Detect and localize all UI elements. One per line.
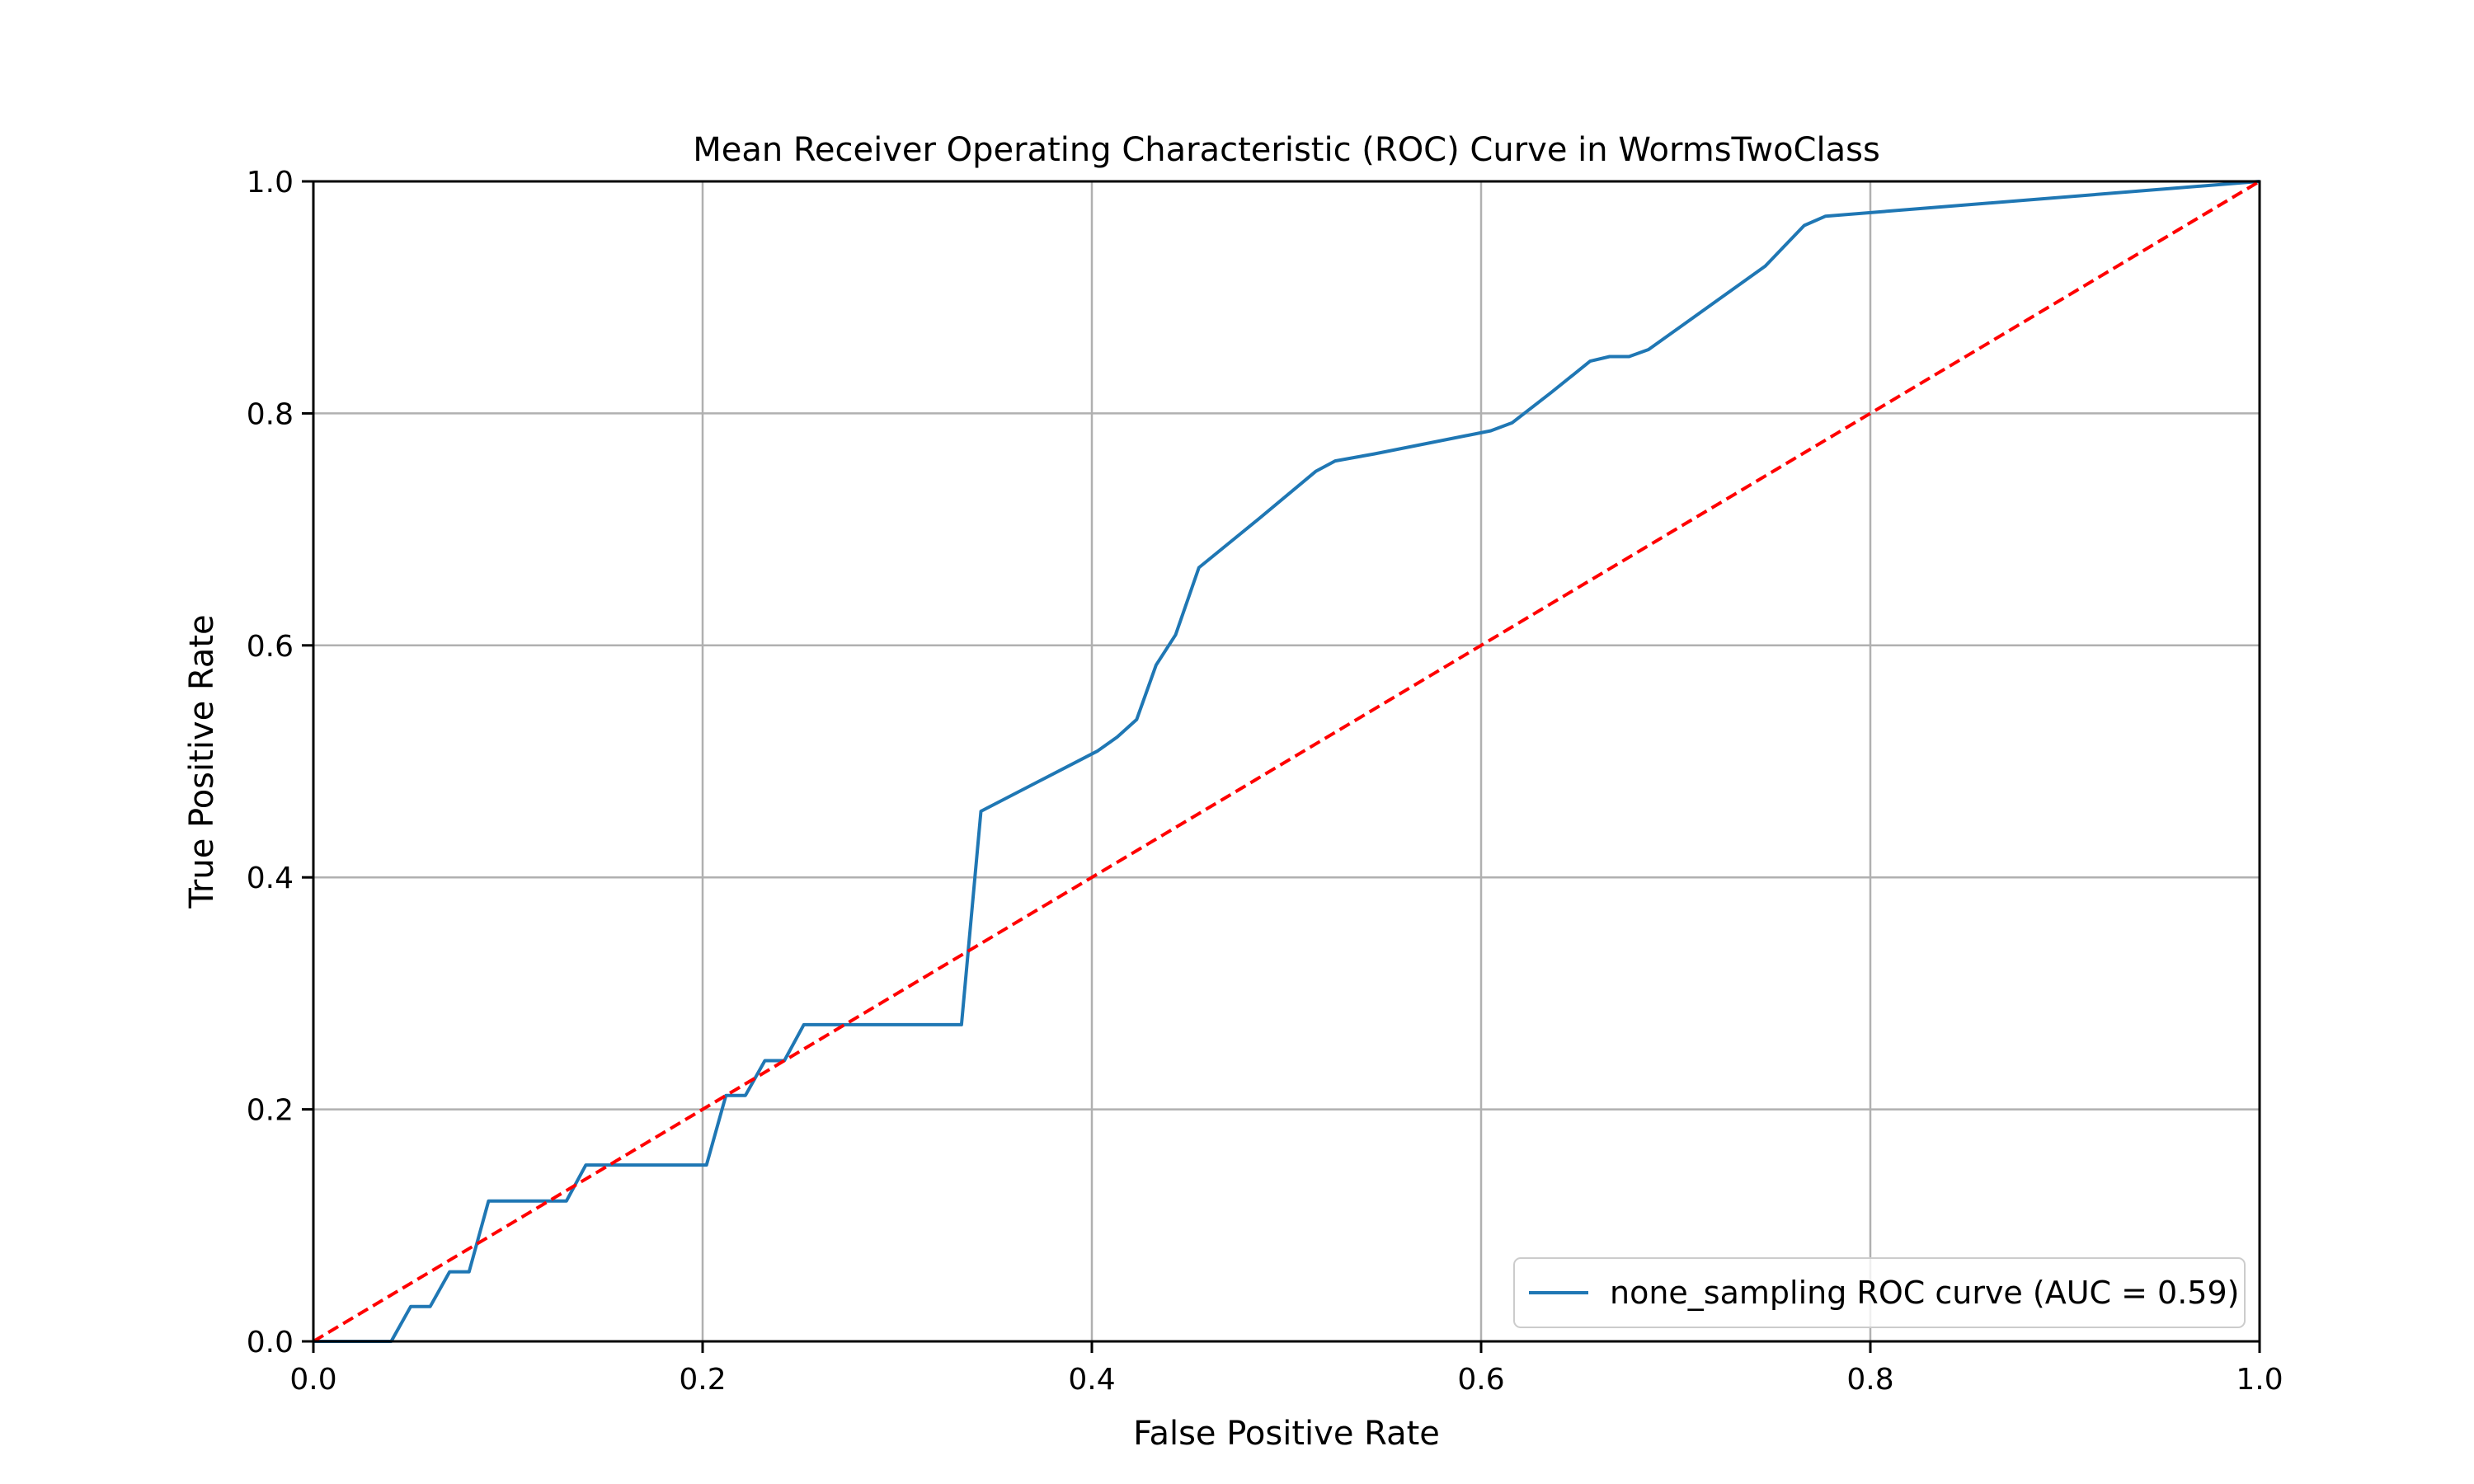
plot-area-frame: [312, 180, 2261, 1343]
y-tick-label: 1.0: [247, 166, 294, 200]
y-axis-label: True Positive Rate: [183, 614, 221, 909]
x-axis-label: False Positive Rate: [1133, 1415, 1440, 1453]
legend-box: [1513, 1257, 2246, 1328]
y-tick-label: 0.8: [247, 397, 294, 431]
x-tick-label: 1.0: [2236, 1363, 2283, 1397]
chart-title: Mean Receiver Operating Characteristic (…: [693, 131, 1880, 169]
x-tick-label: 0.8: [1846, 1363, 1893, 1397]
y-tick-label: 0.6: [247, 630, 294, 664]
legend: none_sampling ROC curve (AUC = 0.59): [1513, 1257, 2246, 1328]
roc-curve-line: [313, 180, 2260, 1343]
x-tick-label: 0.0: [289, 1363, 336, 1397]
axis-ticks: 0.0 0.2 0.4 0.6 0.8 1.0 0.0 0.2 0.4 0.6 0.8 1.0: [247, 166, 2284, 1397]
x-tick-label: 0.2: [679, 1363, 726, 1397]
y-tick-label: 0.4: [247, 862, 294, 895]
x-tick-label: 0.4: [1068, 1363, 1115, 1397]
y-tick-label: 0.2: [247, 1094, 294, 1128]
legend-label-roc: none_sampling ROC curve (AUC = 0.59): [1610, 1275, 2240, 1311]
chance-diagonal-line: [312, 180, 2261, 1343]
x-tick-label: 0.6: [1457, 1363, 1504, 1397]
y-tick-label: 0.0: [247, 1326, 294, 1360]
data-layer: [312, 180, 2261, 1343]
